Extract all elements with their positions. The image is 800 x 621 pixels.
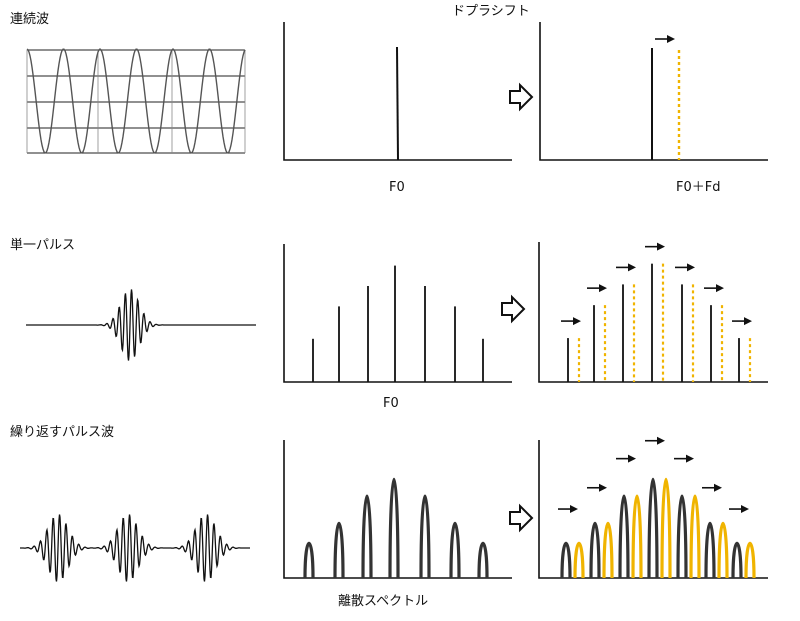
spectral-lobe [647, 478, 659, 579]
hollow-right-arrow-icon [509, 82, 534, 112]
axes [538, 242, 768, 383]
spectral-lobe-shifted [717, 522, 729, 579]
right-arrow-icon [645, 242, 665, 251]
spectral-lobe [333, 522, 345, 579]
spectral-line-f0 [396, 46, 399, 161]
spectral-lobe [560, 542, 572, 579]
axes [283, 22, 512, 161]
axes [283, 244, 512, 383]
spectral-lobe-shifted [631, 494, 643, 579]
row-label-repeated-pulse: 繰り返すパルス波 [10, 425, 115, 440]
right-arrow-icon [732, 317, 752, 326]
right-arrow-icon [558, 505, 578, 514]
right-arrow-icon [587, 284, 607, 293]
spectral-lobe [704, 522, 716, 579]
repeated-pulse-waveform [20, 514, 250, 582]
hollow-right-arrow-icon [501, 294, 526, 324]
continuous-wave-shifted-spectrum [539, 22, 768, 161]
spectral-lobe [477, 542, 489, 579]
pulse-waveform [26, 289, 256, 361]
right-arrow-icon [674, 454, 694, 463]
spectral-lobe-shifted [602, 522, 614, 579]
right-arrow-icon [702, 483, 722, 492]
spectral-lobe [388, 478, 400, 579]
right-arrow-icon [616, 263, 636, 272]
row-label-continuous-wave: 連続波 [10, 12, 50, 27]
axes [283, 440, 512, 579]
right-arrow-icon [616, 454, 636, 463]
spectral-lobe [618, 494, 630, 579]
axis-label-discrete-spectrum: 離散スペクトル [338, 594, 429, 609]
diagram-title: ドプラシフト [452, 4, 530, 19]
axis-label-f0-plus-fd: F0＋Fd [676, 180, 721, 195]
repeated-pulse-graphic [20, 514, 250, 582]
transform-arrow-icon-row3 [509, 503, 534, 533]
right-arrow-icon [645, 436, 665, 445]
spectral-lobe-shifted [689, 494, 701, 579]
hollow-right-arrow-icon [509, 503, 534, 533]
continuous-wave-spectrum [283, 22, 512, 161]
axes [539, 22, 768, 161]
spectral-lobe [731, 542, 743, 579]
spectral-lobe-shifted [744, 542, 756, 579]
transform-arrow-icon-row1 [509, 82, 534, 112]
single-pulse-shifted-spectrum [538, 242, 768, 383]
spectral-lobe [676, 494, 688, 579]
row-label-single-pulse: 単一パルス [10, 238, 76, 253]
continuous-wave-graphic [26, 48, 246, 154]
transform-arrow-icon-row2 [501, 294, 526, 324]
axis-label-f0-middle: F0 [383, 396, 399, 411]
repeated-pulse-spectrum [283, 440, 512, 579]
right-arrow-icon [655, 35, 675, 43]
spectral-lobe [589, 522, 601, 579]
right-arrow-icon [704, 284, 724, 293]
spectral-lobe [449, 522, 461, 579]
single-pulse-graphic [26, 289, 256, 361]
axis-label-f0-top: F0 [389, 180, 405, 195]
spectral-lobe [361, 494, 373, 579]
spectral-lobe-shifted [660, 478, 672, 579]
spectral-lobe-shifted [573, 542, 585, 579]
right-arrow-icon [675, 263, 695, 272]
repeated-pulse-shifted-spectrum [538, 436, 768, 579]
single-pulse-spectrum [283, 244, 512, 383]
right-arrow-icon [561, 317, 581, 326]
spectral-lobe [303, 542, 315, 579]
right-arrow-icon [729, 505, 749, 514]
right-arrow-icon [587, 483, 607, 492]
spectral-lobe [419, 494, 431, 579]
sine-wave [26, 48, 246, 154]
